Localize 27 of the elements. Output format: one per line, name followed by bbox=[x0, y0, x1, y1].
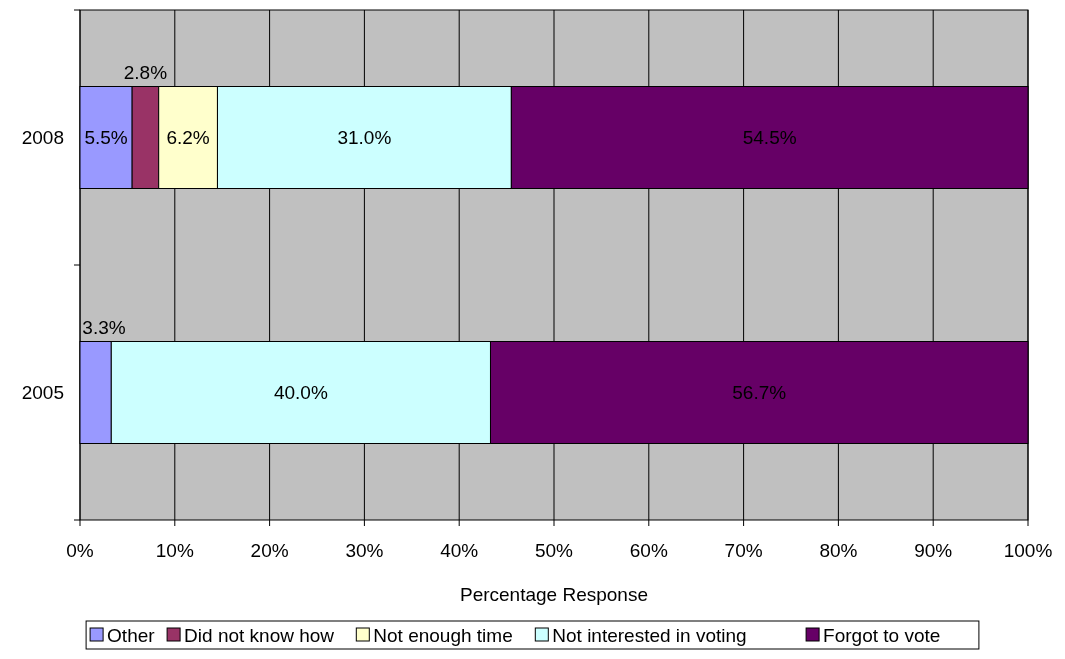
legend-label: Not enough time bbox=[373, 624, 513, 646]
x-tick-label: 80% bbox=[819, 539, 858, 561]
x-tick-label: 20% bbox=[250, 539, 289, 561]
legend-label: Other bbox=[107, 624, 156, 646]
data-label: 40.0% bbox=[273, 382, 328, 403]
x-tick-label: 100% bbox=[1003, 539, 1053, 561]
data-label: 5.5% bbox=[84, 127, 128, 148]
x-axis-title: Percentage Response bbox=[459, 583, 649, 605]
x-tick-label: 50% bbox=[534, 539, 574, 561]
x-tick-label: 90% bbox=[914, 539, 953, 561]
y-tick-label: 2005 bbox=[21, 382, 64, 403]
x-tick-label: 60% bbox=[629, 539, 668, 561]
x-tick-label: 40% bbox=[440, 539, 479, 561]
legend-label: Forgot to vote bbox=[823, 624, 941, 646]
data-label: 31.0% bbox=[337, 127, 392, 148]
data-label: 2.8% bbox=[123, 62, 168, 83]
x-tick-label: 70% bbox=[724, 539, 763, 561]
legend-label: Not interested in voting bbox=[552, 624, 747, 646]
x-tick-label: 0% bbox=[66, 539, 94, 561]
data-label: 56.7% bbox=[732, 382, 787, 403]
data-label: 6.2% bbox=[166, 127, 210, 148]
data-label: 54.5% bbox=[742, 127, 797, 148]
data-label: 3.3% bbox=[82, 317, 126, 338]
x-tick-label: 30% bbox=[345, 539, 384, 561]
y-tick-label: 2008 bbox=[21, 127, 64, 148]
x-tick-label: 10% bbox=[155, 539, 194, 561]
legend-label: Did not know how bbox=[184, 624, 335, 646]
